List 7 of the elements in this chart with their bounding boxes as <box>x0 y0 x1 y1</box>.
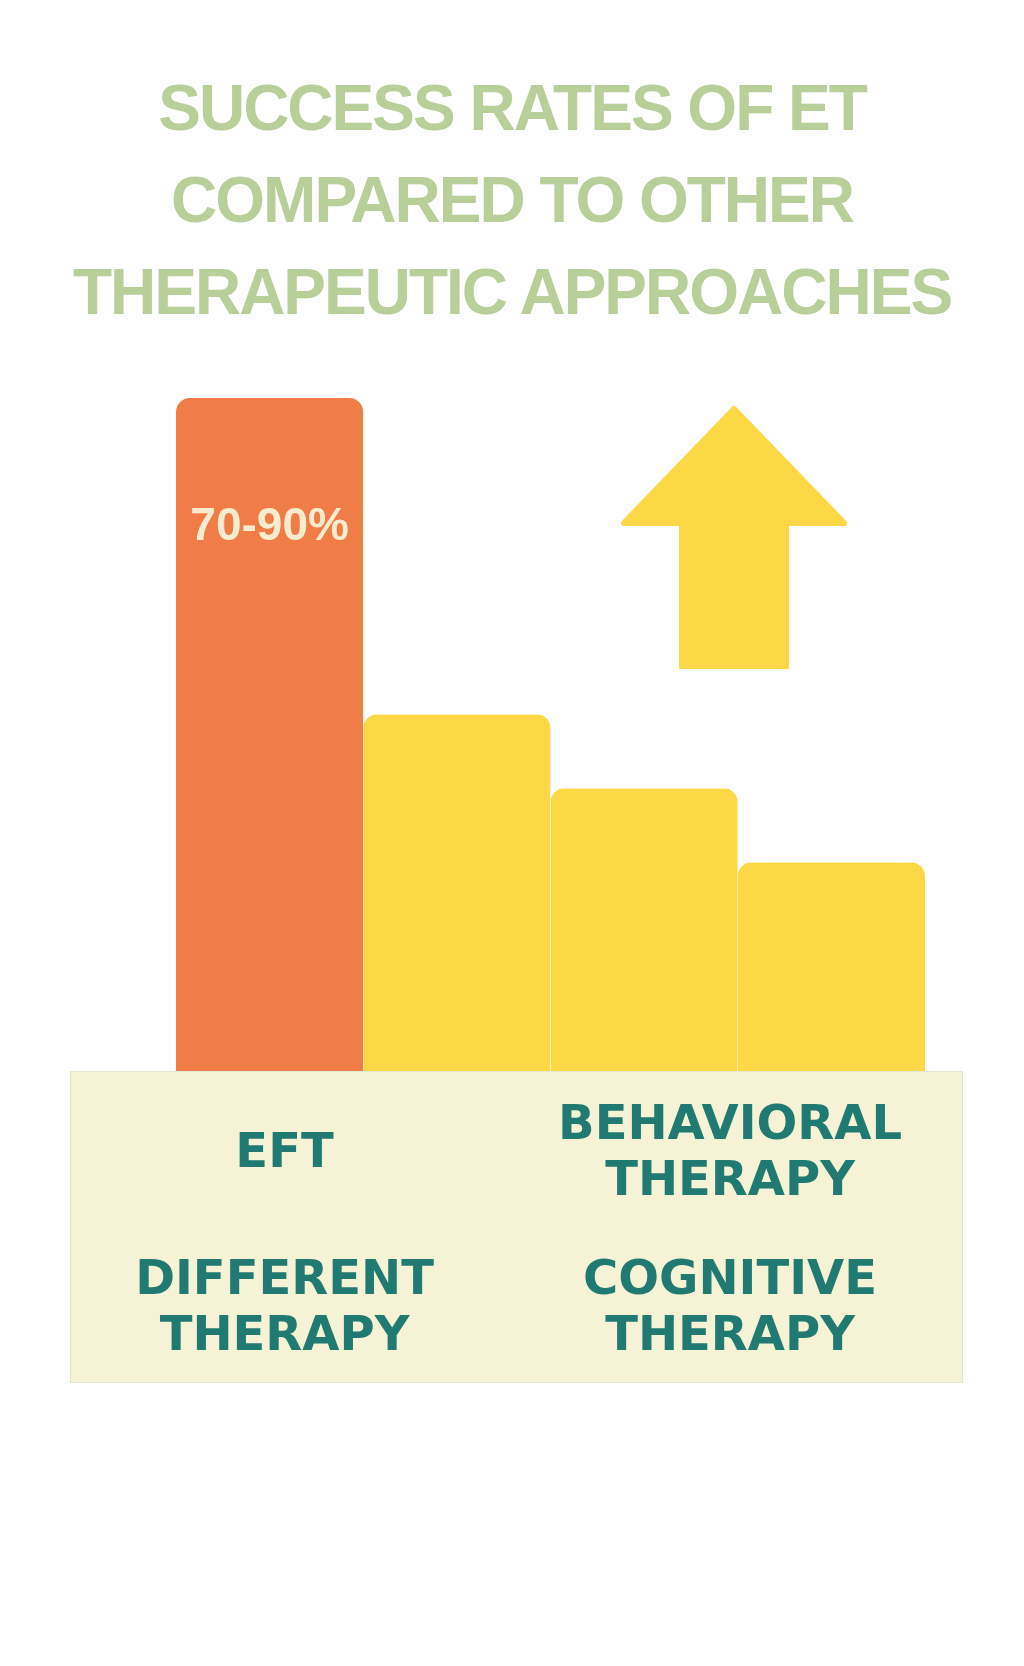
text: EFT <box>234 1121 335 1178</box>
annotation: 70-90% <box>190 498 349 550</box>
bar <box>176 398 364 1071</box>
chart-title: SUCCESS RATES OF ET COMPARED TO OTHER THERAPEUTIC APPROACHES <box>71 71 953 330</box>
text: DIFFERENT THERAPY <box>134 1248 435 1361</box>
text: BEHAVIORAL THERAPY <box>557 1093 903 1206</box>
text: COGNITIVE THERAPY <box>582 1248 878 1361</box>
